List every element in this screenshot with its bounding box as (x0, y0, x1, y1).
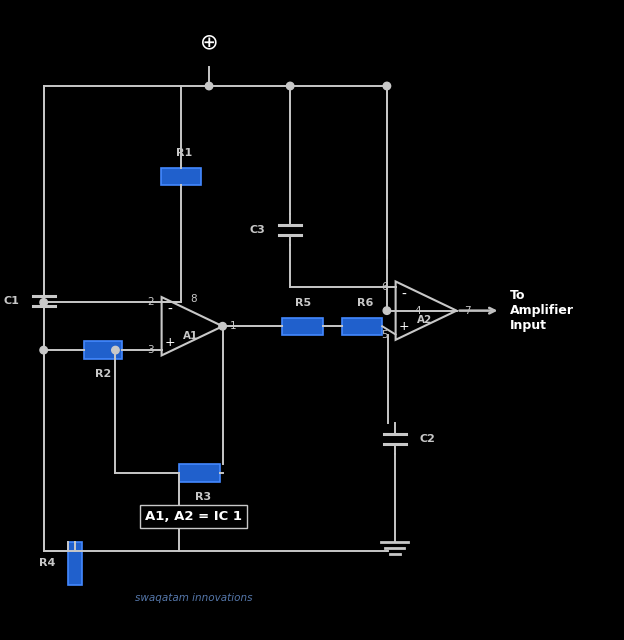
Text: ⊕: ⊕ (200, 32, 218, 52)
FancyBboxPatch shape (68, 541, 82, 585)
Text: 1: 1 (230, 321, 236, 332)
Text: 2: 2 (147, 298, 154, 307)
Text: -: - (401, 288, 406, 301)
Text: C2: C2 (419, 433, 435, 444)
Text: 4: 4 (414, 306, 421, 316)
FancyBboxPatch shape (180, 464, 220, 482)
FancyBboxPatch shape (84, 341, 122, 359)
Text: -: - (167, 303, 172, 317)
Text: C3: C3 (250, 225, 266, 234)
Circle shape (383, 83, 391, 90)
Text: 5: 5 (381, 330, 388, 339)
Circle shape (40, 299, 47, 306)
Circle shape (112, 346, 119, 354)
Text: R6: R6 (357, 298, 373, 308)
Text: 8: 8 (190, 294, 197, 304)
FancyBboxPatch shape (342, 317, 382, 335)
Text: R1: R1 (176, 148, 192, 158)
Text: C1: C1 (3, 296, 19, 307)
Text: R4: R4 (39, 558, 55, 568)
Text: A1: A1 (183, 331, 198, 340)
Text: swaqatam innovations: swaqatam innovations (135, 593, 252, 603)
Circle shape (205, 83, 213, 90)
Text: 7: 7 (464, 306, 470, 316)
Text: +: + (398, 320, 409, 333)
Text: 3: 3 (147, 345, 154, 355)
Circle shape (219, 323, 227, 330)
Text: To
Amplifier
Input: To Amplifier Input (510, 289, 573, 332)
Circle shape (286, 83, 294, 90)
Text: R2: R2 (95, 369, 111, 379)
Circle shape (383, 307, 391, 314)
Text: A2: A2 (417, 315, 432, 325)
Text: A1, A2 = IC 1: A1, A2 = IC 1 (145, 510, 242, 523)
FancyBboxPatch shape (282, 317, 323, 335)
Text: R5: R5 (295, 298, 311, 308)
Text: 6: 6 (381, 282, 388, 292)
Text: +: + (164, 335, 175, 349)
FancyBboxPatch shape (161, 168, 201, 185)
Circle shape (40, 346, 47, 354)
Text: R3: R3 (195, 492, 211, 502)
